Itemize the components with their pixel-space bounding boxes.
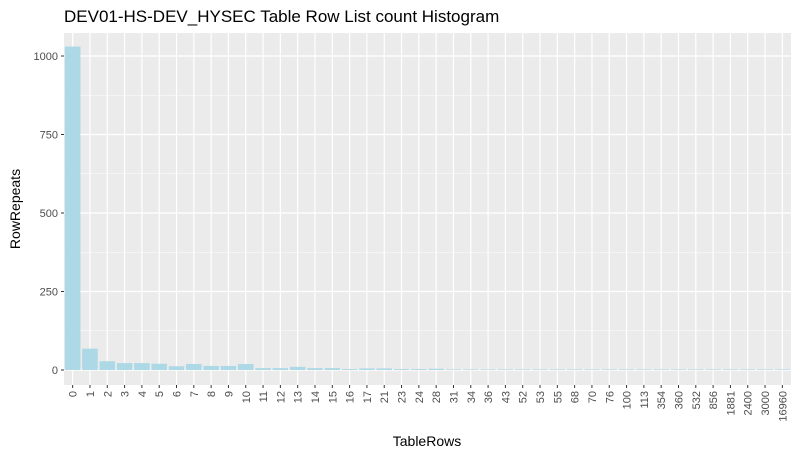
x-tick-label: 532 <box>691 391 703 409</box>
x-axis-ticks: 0 1 2 3 4 5 6 7 8 9 10 11 12 13 14 15 16 17 21 23 24 28 31 34 36… <box>68 385 789 422</box>
plot-panel <box>64 33 791 385</box>
bar-7 <box>186 364 202 370</box>
x-tick-label: 43 <box>500 391 512 403</box>
x-tick-label: 68 <box>570 391 582 403</box>
x-tick-label: 16960 <box>777 391 789 422</box>
x-tick-label: 2400 <box>743 391 755 415</box>
x-tick-label: 4 <box>137 391 149 397</box>
bar-5 <box>151 363 167 370</box>
x-tick-label: 23 <box>397 391 409 403</box>
x-tick-label: 354 <box>656 391 668 409</box>
bar-3000 <box>757 369 773 370</box>
x-tick-label: 21 <box>379 391 391 403</box>
bar-53 <box>532 369 548 370</box>
x-tick-label: 14 <box>310 391 322 403</box>
bar-2 <box>99 361 116 370</box>
bar-354 <box>653 369 669 370</box>
bar-17 <box>359 368 375 370</box>
bar-76 <box>601 369 618 370</box>
x-tick-label: 34 <box>466 391 478 403</box>
bar-2400 <box>739 369 756 370</box>
bar-0 <box>64 46 81 371</box>
bar-36 <box>480 369 496 370</box>
y-axis-ticks: 0 250 500 750 1000 <box>34 51 64 377</box>
x-axis-title: TableRows <box>393 433 461 449</box>
bar-24 <box>411 369 427 370</box>
chart-title: DEV01-HS-DEV_HYSEC Table Row List count … <box>64 7 499 26</box>
bar-6 <box>168 366 185 370</box>
bar-55 <box>549 369 566 370</box>
bar-16960 <box>774 369 791 370</box>
bar-10 <box>237 364 254 370</box>
x-tick-label: 52 <box>518 391 530 403</box>
bar-8 <box>203 365 219 370</box>
x-tick-label: 113 <box>639 391 651 409</box>
bar-100 <box>618 369 635 370</box>
x-tick-label: 2 <box>102 391 114 397</box>
x-tick-label: 15 <box>327 391 339 403</box>
x-tick-label: 36 <box>483 391 495 403</box>
x-tick-label: 7 <box>189 391 201 397</box>
x-tick-label: 28 <box>431 391 443 403</box>
bar-70 <box>584 369 600 370</box>
bar-856 <box>705 369 721 370</box>
bar-12 <box>272 368 289 370</box>
y-tick-label: 500 <box>40 208 58 220</box>
bar-13 <box>289 366 306 370</box>
x-tick-label: 100 <box>622 391 634 409</box>
y-tick-label: 750 <box>40 130 58 142</box>
x-tick-label: 13 <box>293 391 305 403</box>
bar-15 <box>324 368 341 370</box>
x-tick-label: 856 <box>708 391 720 409</box>
x-tick-label: 3000 <box>760 391 772 415</box>
bar-16 <box>341 369 358 370</box>
bar-11 <box>255 368 271 370</box>
bar-4 <box>134 363 150 370</box>
x-tick-label: 0 <box>68 391 80 397</box>
bar-1 <box>82 348 98 370</box>
x-tick-label: 31 <box>448 391 460 403</box>
x-tick-label: 10 <box>241 391 253 403</box>
x-tick-label: 1 <box>85 391 97 397</box>
x-tick-label: 55 <box>552 391 564 403</box>
bar-3 <box>116 363 133 370</box>
bar-52 <box>514 369 531 370</box>
bar-28 <box>428 368 444 370</box>
bar-34 <box>462 369 479 370</box>
x-tick-label: 70 <box>587 391 599 403</box>
y-tick-label: 0 <box>52 365 58 377</box>
bar-23 <box>393 369 410 370</box>
x-tick-label: 6 <box>172 391 184 397</box>
y-axis-title: RowRepeats <box>7 169 23 249</box>
x-tick-label: 11 <box>258 391 270 402</box>
x-tick-label: 24 <box>414 391 426 403</box>
bar-532 <box>688 369 704 370</box>
bar-21 <box>376 368 393 370</box>
bar-360 <box>670 369 687 370</box>
y-tick-label: 1000 <box>34 51 58 63</box>
x-tick-label: 17 <box>362 391 374 403</box>
bar-31 <box>445 369 462 370</box>
x-tick-label: 9 <box>223 391 235 397</box>
x-tick-label: 1881 <box>725 391 737 415</box>
x-tick-label: 53 <box>535 391 547 403</box>
bars <box>64 46 791 371</box>
x-tick-label: 360 <box>673 391 685 409</box>
grid-lines <box>64 33 791 385</box>
x-tick-label: 76 <box>604 391 616 403</box>
bar-14 <box>307 368 323 370</box>
bar-9 <box>220 365 237 370</box>
bar-1881 <box>722 369 739 370</box>
bar-68 <box>566 369 583 370</box>
x-tick-label: 8 <box>206 391 218 397</box>
x-tick-label: 3 <box>120 391 132 397</box>
x-tick-label: 12 <box>275 391 287 403</box>
x-tick-label: 5 <box>154 391 166 397</box>
x-tick-label: 16 <box>345 391 357 403</box>
bar-113 <box>636 369 652 370</box>
bar-43 <box>497 369 514 370</box>
y-tick-label: 250 <box>40 287 58 299</box>
